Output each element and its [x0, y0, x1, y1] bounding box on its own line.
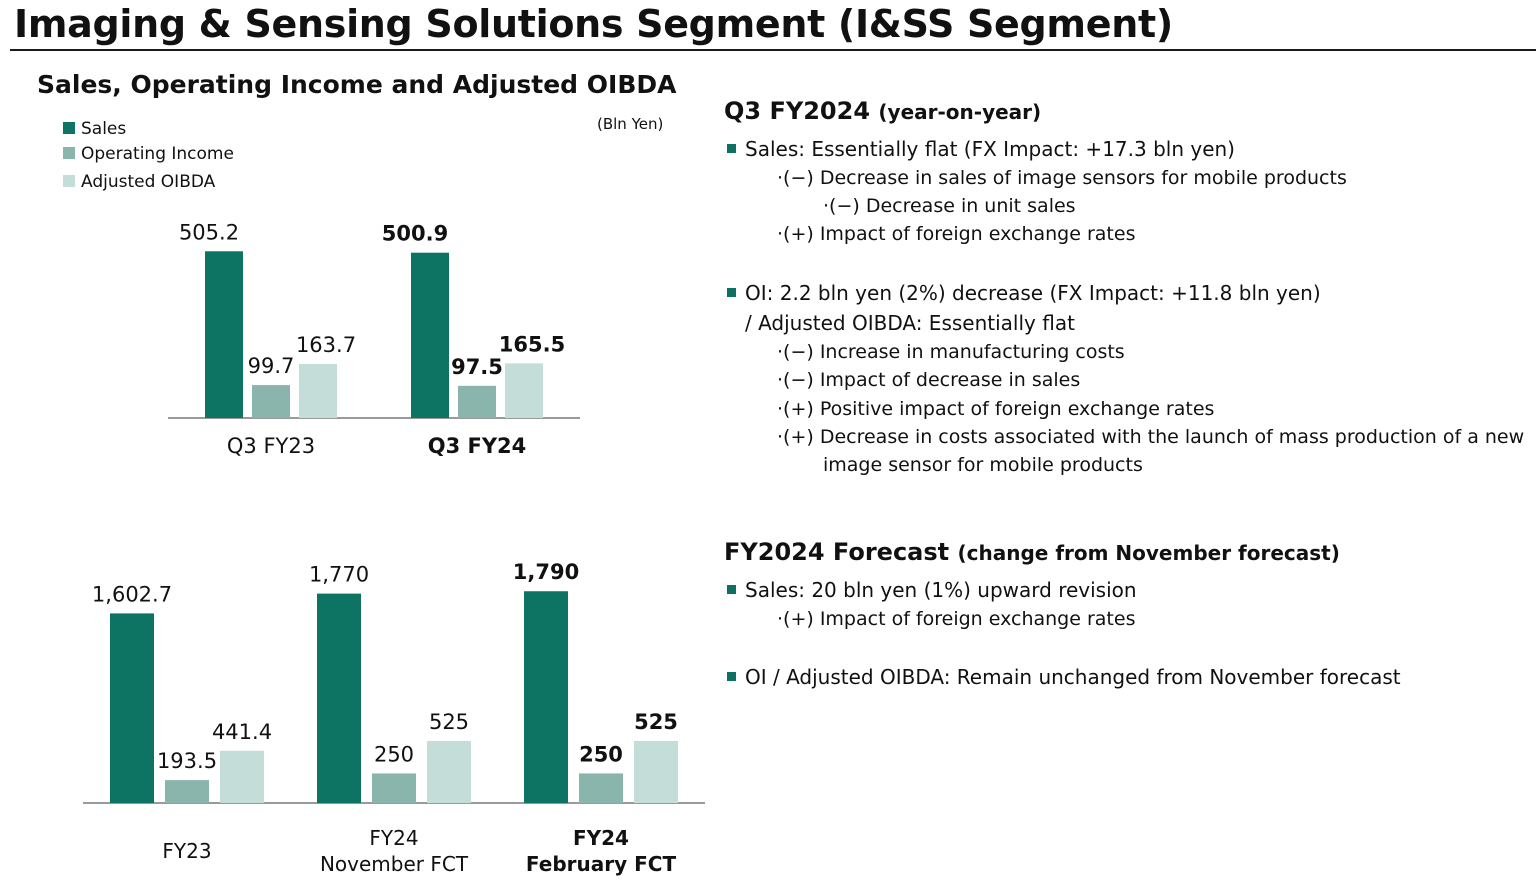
- bar-operating-income: [252, 385, 290, 418]
- legend-swatch-sales: [63, 122, 75, 134]
- bar-sales: [205, 251, 243, 418]
- legend-swatch-adjusted-oibda: [63, 175, 75, 187]
- data-label-sales: 1,770: [309, 563, 369, 587]
- chart-heading: Sales, Operating Income and Adjusted OIB…: [37, 70, 677, 99]
- bullet-square-icon: [727, 585, 736, 594]
- data-label-operating-income: 193.5: [157, 749, 217, 773]
- q3-oi-item: ·(−) Impact of decrease in sales: [777, 369, 1081, 391]
- legend-label-adjusted-oibda: Adjusted OIBDA: [81, 172, 216, 192]
- category-label: Q3 FY24: [428, 434, 527, 458]
- data-label-adjusted-oibda: 525: [429, 710, 469, 734]
- data-label-adjusted-oibda: 163.7: [296, 333, 356, 357]
- data-label-operating-income: 99.7: [248, 354, 295, 378]
- q3-oi-text: OI: 2.2 bln yen (2%) decrease (FX Impact…: [745, 281, 1321, 305]
- data-label-operating-income: 250: [579, 742, 623, 766]
- fy-heading-sub: (change from November forecast): [957, 541, 1340, 565]
- bar-adjusted-oibda: [220, 750, 264, 803]
- q3-oi-item: ·(−) Increase in manufacturing costs: [777, 341, 1125, 363]
- bar-operating-income: [458, 385, 496, 418]
- category-label: November FCT: [320, 852, 469, 876]
- q3-oibda-text: / Adjusted OIBDA: Essentially flat: [745, 311, 1075, 335]
- bar-adjusted-oibda: [299, 363, 337, 418]
- fy-sales-bullet: Sales: 20 bln yen (1%) upward revision: [727, 578, 1137, 602]
- bar-sales: [110, 613, 154, 803]
- fy-heading-main: FY2024 Forecast: [724, 538, 950, 566]
- data-label-sales: 1,790: [513, 560, 579, 584]
- q3-oi-item: image sensor for mobile products: [823, 454, 1143, 476]
- fy-oi-text: OI / Adjusted OIBDA: Remain unchanged fr…: [745, 665, 1401, 689]
- legend-item-adjusted-oibda: Adjusted OIBDA: [63, 172, 215, 192]
- legend-item-sales: Sales: [63, 119, 126, 139]
- bullet-square-icon: [727, 288, 736, 297]
- category-label: FY23: [162, 839, 211, 863]
- data-label-sales: 500.9: [382, 222, 448, 246]
- category-label: FY24: [573, 826, 629, 850]
- data-label-operating-income: 97.5: [451, 355, 503, 379]
- legend-label-sales: Sales: [81, 119, 127, 139]
- bar-operating-income: [372, 773, 416, 803]
- bar-sales: [411, 252, 449, 418]
- data-label-adjusted-oibda: 525: [634, 710, 678, 734]
- q3-sales-item: ·(−) Decrease in sales of image sensors …: [777, 167, 1347, 189]
- category-label: February FCT: [526, 852, 677, 876]
- q3-sales-text: Sales: Essentially flat (FX Impact: +17.…: [745, 137, 1235, 161]
- q3-sales-bullet: Sales: Essentially flat (FX Impact: +17.…: [727, 137, 1235, 161]
- data-label-sales: 505.2: [179, 220, 239, 244]
- category-label: Q3 FY23: [227, 434, 315, 458]
- bar-sales: [317, 593, 361, 803]
- q3-oi-bullet: OI: 2.2 bln yen (2%) decrease (FX Impact…: [727, 281, 1321, 305]
- bar-operating-income: [165, 780, 209, 803]
- legend-swatch-operating-income: [63, 147, 75, 159]
- bar-adjusted-oibda: [505, 363, 543, 418]
- q3-oi-item: ·(+) Decrease in costs associated with t…: [777, 426, 1525, 448]
- q3-sales-item: ·(+) Impact of foreign exchange rates: [777, 223, 1136, 245]
- fy-sales-text: Sales: 20 bln yen (1%) upward revision: [745, 578, 1137, 602]
- annual-bar-chart: 1,602.7193.5441.4FY231,770250525FY24Nove…: [83, 560, 705, 876]
- bar-adjusted-oibda: [427, 740, 471, 803]
- bar-sales: [524, 591, 568, 803]
- page-title: Imaging & Sensing Solutions Segment (I&S…: [14, 2, 1173, 46]
- bullet-square-icon: [727, 672, 736, 681]
- q3-heading-sub: (year-on-year): [878, 100, 1042, 124]
- bar-operating-income: [579, 773, 623, 803]
- legend-label-operating-income: Operating Income: [81, 144, 234, 164]
- q3-heading-main: Q3 FY2024: [724, 97, 871, 125]
- legend-item-operating-income: Operating Income: [63, 144, 234, 164]
- title-divider: [10, 49, 1536, 51]
- q3-heading: Q3 FY2024 (year-on-year): [724, 97, 1041, 125]
- bullet-square-icon: [727, 144, 736, 153]
- q3-sales-item: ·(−) Decrease in unit sales: [823, 195, 1076, 217]
- unit-label: (Bln Yen): [597, 115, 664, 133]
- fy-sales-item: ·(+) Impact of foreign exchange rates: [777, 608, 1136, 630]
- fy-heading: FY2024 Forecast (change from November fo…: [724, 538, 1340, 566]
- data-label-sales: 1,602.7: [92, 582, 172, 606]
- data-label-operating-income: 250: [374, 742, 414, 766]
- bar-adjusted-oibda: [634, 740, 678, 803]
- fy-oi-bullet: OI / Adjusted OIBDA: Remain unchanged fr…: [727, 665, 1401, 689]
- data-label-adjusted-oibda: 441.4: [212, 720, 272, 744]
- category-label: FY24: [369, 826, 418, 850]
- q3-oi-item: ·(+) Positive impact of foreign exchange…: [777, 398, 1215, 420]
- data-label-adjusted-oibda: 165.5: [499, 332, 565, 356]
